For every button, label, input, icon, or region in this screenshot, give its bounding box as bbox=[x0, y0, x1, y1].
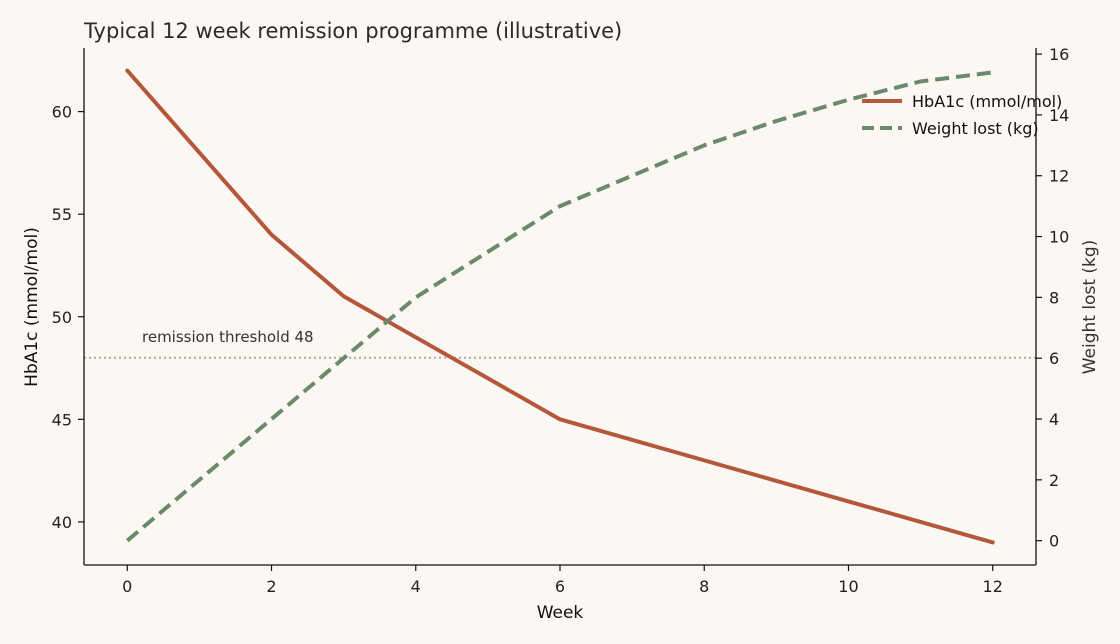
y-axis-left-label: HbA1c (mmol/mol) bbox=[22, 227, 42, 387]
y-right-tick-label: 8 bbox=[1049, 288, 1059, 307]
y-left-tick-label: 55 bbox=[52, 205, 72, 224]
y-left-tick-label: 50 bbox=[52, 308, 72, 327]
x-tick-label: 12 bbox=[983, 577, 1003, 596]
x-tick-label: 4 bbox=[411, 577, 421, 596]
x-tick-label: 0 bbox=[122, 577, 132, 596]
y-right-tick-label: 16 bbox=[1049, 45, 1069, 64]
y-right-tick-label: 4 bbox=[1049, 410, 1059, 429]
x-tick-label: 8 bbox=[699, 577, 709, 596]
series-line-1 bbox=[125, 68, 995, 545]
y-right-tick-label: 2 bbox=[1049, 471, 1059, 490]
y-right-tick-label: 10 bbox=[1049, 228, 1069, 247]
legend-label-1: HbA1c (mmol/mol) bbox=[912, 92, 1062, 111]
chart-title: Typical 12 week remission programme (ill… bbox=[83, 19, 622, 43]
y-right-tick-label: 6 bbox=[1049, 349, 1059, 368]
y-left-tick-label: 60 bbox=[52, 103, 72, 122]
y-right-tick-label: 14 bbox=[1049, 106, 1069, 125]
series-line-2 bbox=[125, 70, 993, 543]
x-tick-label: 6 bbox=[555, 577, 565, 596]
y-axis-right-label: Weight lost (kg) bbox=[1080, 240, 1100, 375]
y-left-tick-label: 45 bbox=[52, 410, 72, 429]
legend-label-2: Weight lost (kg) bbox=[912, 119, 1039, 138]
y-right-tick-label: 0 bbox=[1049, 532, 1059, 551]
x-axis-label: Week bbox=[537, 603, 584, 623]
x-tick-label: 10 bbox=[838, 577, 858, 596]
y-left-tick-label: 40 bbox=[52, 513, 72, 532]
threshold-label: remission threshold 48 bbox=[142, 328, 314, 346]
y-right-tick-label: 12 bbox=[1049, 167, 1069, 186]
x-tick-label: 2 bbox=[266, 577, 276, 596]
